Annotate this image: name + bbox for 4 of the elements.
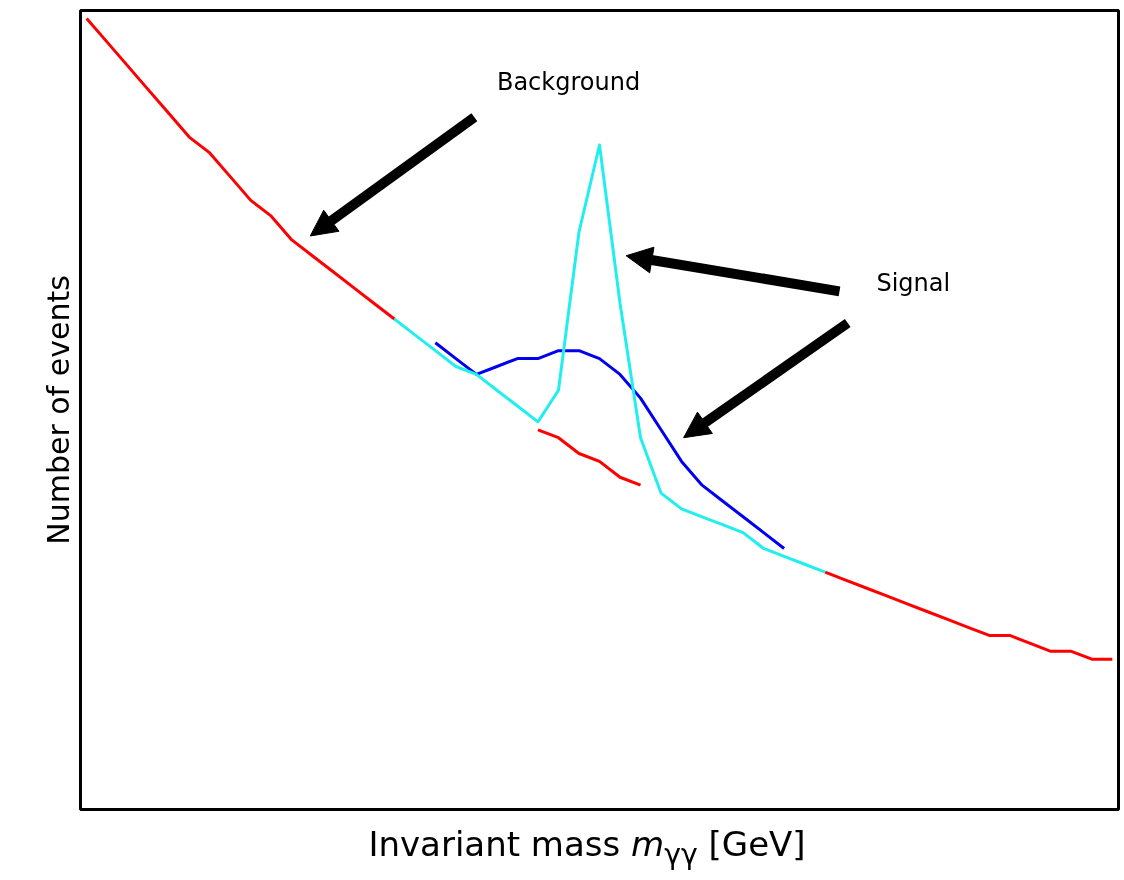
annotation: Signal [876, 269, 951, 298]
x-axis-title: Invariant mass m$_{γγ}$ [GeV] [368, 823, 806, 873]
y-axis-title: Number of events [40, 275, 76, 545]
annotation: Background [496, 67, 641, 96]
